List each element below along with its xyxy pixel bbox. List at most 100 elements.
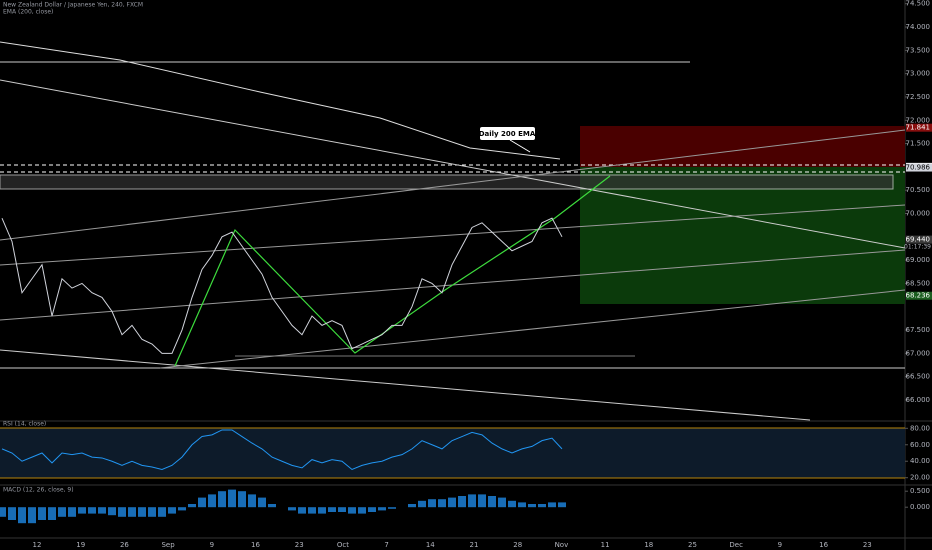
y-tick-label: 0.500: [910, 487, 930, 495]
histogram-bar: [368, 507, 376, 512]
x-tick-label: Dec: [729, 541, 743, 549]
histogram-bar: [548, 502, 556, 508]
x-tick-label: 21: [470, 541, 479, 549]
histogram-bar: [498, 497, 506, 508]
histogram-bar: [78, 507, 86, 514]
annotation-box: [480, 127, 535, 140]
rsi-band: [0, 428, 905, 478]
y-tick-label: 71.500: [906, 140, 931, 148]
price-line: [1, 217, 563, 354]
y-tick-label: 72.000: [906, 116, 931, 124]
histogram-bar: [428, 499, 436, 508]
channel-line: [0, 204, 906, 266]
y-tick-label: 70.000: [906, 209, 931, 217]
annotation-pointer: [509, 139, 531, 153]
pattern-line: [174, 175, 611, 367]
y-tick-label: 66.500: [906, 373, 931, 381]
y-tick-label: 73.000: [906, 70, 931, 78]
histogram-bar: [128, 507, 136, 517]
price-label: 70.986: [906, 164, 931, 172]
price-label: 68.236: [906, 292, 931, 300]
y-tick-label: 60.00: [910, 441, 930, 449]
y-tick-label: 74.500: [906, 0, 931, 8]
price-label: 71.841: [906, 124, 931, 132]
price-label-box: [906, 291, 932, 300]
histogram-bar: [248, 494, 256, 508]
x-tick-label: 9: [210, 541, 214, 549]
histogram-bar: [378, 507, 386, 511]
histogram-bar: [158, 507, 166, 517]
histogram-bar: [18, 507, 26, 524]
y-tick-label: 69.000: [906, 256, 931, 264]
macd-legend: MACD (12, 26, close, 9): [3, 487, 74, 494]
rsi-line: [1, 429, 563, 471]
price-label: 69.440: [906, 236, 931, 244]
histogram-bar: [488, 496, 496, 508]
histogram-bar: [218, 491, 226, 508]
histogram-bar: [528, 504, 536, 508]
histogram-bar: [98, 507, 106, 514]
y-tick-label: 73.500: [906, 46, 931, 54]
x-tick-label: 23: [863, 541, 872, 549]
channel-line: [159, 289, 906, 369]
price-label-box: [906, 235, 932, 244]
y-tick-label: 20.00: [910, 474, 930, 482]
x-tick-label: 16: [251, 541, 260, 549]
ema-line: [0, 41, 561, 160]
histogram-bar: [228, 489, 236, 508]
x-tick-label: 11: [601, 541, 610, 549]
histogram-bar: [0, 507, 6, 517]
x-tick-label: Sep: [161, 541, 175, 549]
histogram-bar: [388, 507, 396, 509]
histogram-bar: [468, 494, 476, 508]
histogram-bar: [58, 507, 66, 517]
histogram-bar: [538, 504, 546, 508]
histogram-bar: [258, 497, 266, 508]
histogram-bar: [118, 507, 126, 517]
trend-line: [0, 349, 811, 421]
histogram-bar: [338, 507, 346, 512]
y-tick-label: 80.00: [910, 424, 930, 432]
x-tick-label: 18: [644, 541, 653, 549]
y-tick-label: 67.000: [906, 349, 931, 357]
x-tick-label: 25: [688, 541, 697, 549]
x-tick-label: 7: [384, 541, 388, 549]
stop-zone: [580, 126, 905, 167]
histogram-bar: [108, 507, 116, 516]
histogram-bar: [448, 497, 456, 508]
histogram-bar: [208, 494, 216, 508]
histogram-bar: [168, 507, 176, 514]
x-tick-label: 12: [33, 541, 42, 549]
x-tick-label: 23: [295, 541, 304, 549]
histogram-bar: [238, 491, 246, 508]
symbol-legend: New Zealand Dollar / Japanese Yen, 240, …: [3, 2, 143, 9]
histogram-bar: [558, 502, 566, 508]
x-tick-label: Oct: [337, 541, 349, 549]
histogram-bar: [298, 507, 306, 514]
x-tick-label: 9: [778, 541, 782, 549]
histogram-bar: [138, 507, 146, 517]
indicator-legend: EMA (200, close): [3, 9, 53, 16]
y-tick-label: 72.500: [906, 93, 931, 101]
y-tick-label: 0.000: [910, 503, 930, 511]
y-tick-label: 66.000: [906, 396, 931, 404]
histogram-bar: [438, 499, 446, 508]
x-tick-label: 16: [819, 541, 828, 549]
histogram-bar: [38, 507, 46, 520]
price-label-box: [906, 123, 932, 132]
histogram-bar: [418, 500, 426, 508]
rsi-legend: RSI (14, close): [3, 421, 46, 428]
histogram-bar: [518, 502, 526, 508]
histogram-bar: [358, 507, 366, 514]
histogram-bar: [508, 500, 516, 508]
histogram-bar: [268, 504, 276, 508]
x-tick-label: 14: [426, 541, 435, 549]
x-tick-label: 19: [76, 541, 85, 549]
histogram-bar: [178, 507, 186, 511]
price-label-box: [906, 163, 932, 172]
y-tick-label: 68.500: [906, 279, 931, 287]
histogram-bar: [318, 507, 326, 514]
histogram-bar: [288, 507, 296, 511]
histogram-bar: [308, 507, 316, 514]
